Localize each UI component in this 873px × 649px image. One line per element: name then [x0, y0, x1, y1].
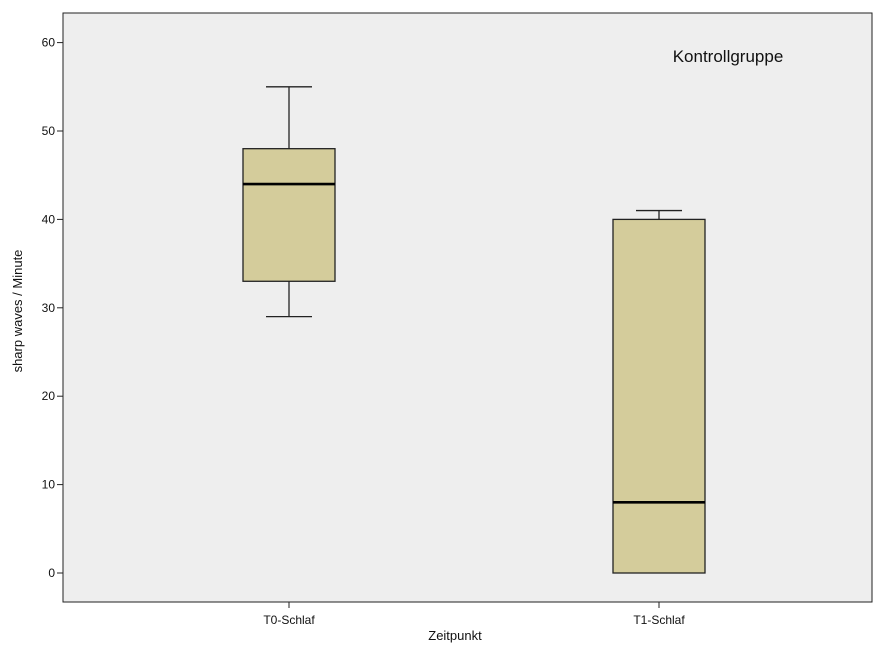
plot-area — [62, 12, 873, 603]
iqr-box — [612, 218, 706, 574]
box-t1-schlaf — [612, 209, 706, 574]
x-axis-title: Zeitpunkt — [428, 628, 482, 643]
y-axis-title: sharp waves / Minute — [10, 250, 25, 373]
box-t0-schlaf — [242, 86, 336, 318]
y-tick-label: 20 — [42, 389, 56, 403]
x-tick-label: T1-Schlaf — [633, 613, 685, 627]
y-tick-label: 10 — [42, 478, 56, 492]
y-tick-label: 60 — [42, 36, 56, 50]
y-tick-label: 30 — [42, 301, 56, 315]
x-tick-label: T0-Schlaf — [263, 613, 315, 627]
chart-annotation: Kontrollgruppe — [673, 47, 784, 66]
box-group — [242, 86, 706, 574]
y-tick-label: 50 — [42, 124, 56, 138]
iqr-box — [242, 148, 336, 282]
y-tick-label: 0 — [48, 566, 55, 580]
x-axis: T0-Schlaf T1-Schlaf — [263, 602, 685, 627]
y-tick-label: 40 — [42, 212, 56, 226]
y-axis: 0 10 20 30 40 50 60 — [42, 36, 63, 580]
